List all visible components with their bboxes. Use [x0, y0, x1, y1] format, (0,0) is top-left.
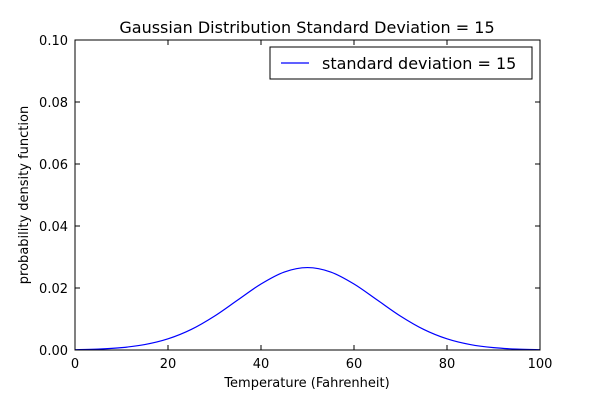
y-tick-label: 0.02: [39, 282, 68, 297]
y-tick-label: 0.04: [39, 220, 68, 235]
x-tick-label: 80: [439, 357, 456, 372]
y-tick-label: 0.00: [39, 344, 68, 359]
legend-label: standard deviation = 15: [322, 54, 516, 73]
x-axis-ticks: 0 20 40 60 80 100: [71, 40, 553, 372]
chart-title: Gaussian Distribution Standard Deviation…: [119, 18, 494, 37]
x-tick-label: 60: [346, 357, 363, 372]
x-tick-label: 0: [71, 357, 79, 372]
plot-series: [74, 266, 541, 351]
x-tick-label: 20: [160, 357, 177, 372]
legend-box: [269, 46, 533, 80]
y-tick-label: 0.08: [39, 96, 68, 111]
y-tick-label: 0.10: [39, 34, 68, 49]
series-line: [74, 266, 541, 351]
legend: standard deviation = 15: [269, 46, 533, 80]
y-tick-label: 0.06: [39, 158, 68, 173]
y-axis-label: probability density function: [17, 106, 32, 284]
x-axis-label: Temperature (Fahrenheit): [223, 376, 389, 391]
x-tick-label: 100: [528, 357, 553, 372]
plot-frame: [74, 39, 541, 351]
y-axis-ticks: 0.00 0.02 0.04 0.06 0.08 0.10: [39, 34, 540, 359]
x-tick-label: 40: [253, 357, 270, 372]
